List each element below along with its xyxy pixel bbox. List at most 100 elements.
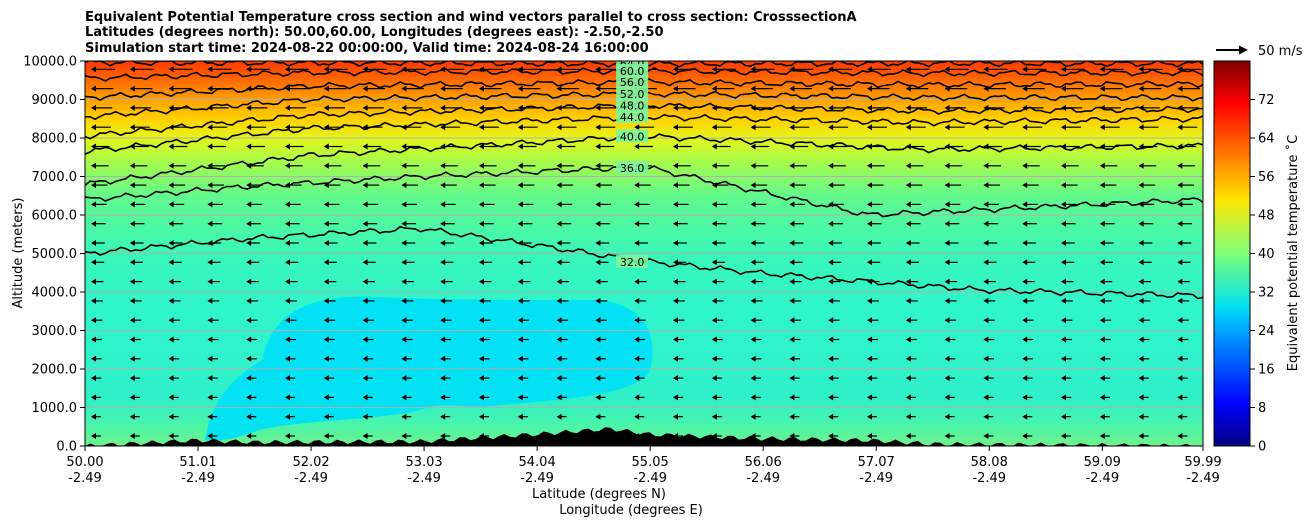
wind-vector-head	[750, 336, 756, 343]
wind-vector-head	[1022, 182, 1028, 189]
wind-vector-head	[1099, 66, 1105, 73]
wind-vector-head	[1022, 433, 1028, 439]
colorbar: 0 8 16 24 32 40 48 56 64 72 Equivalent potential …	[1213, 60, 1301, 455]
wind-vector-head	[673, 375, 678, 382]
y-tick-label: 0.0	[56, 440, 77, 455]
wind-vector-head	[479, 201, 484, 208]
wind-vector-head	[479, 413, 484, 420]
wind-vector-head	[673, 162, 678, 169]
wind-vector-head	[983, 162, 989, 169]
wind-vector-head	[401, 220, 407, 227]
wind-vector-head	[983, 259, 989, 266]
wind-vector-head	[285, 278, 290, 285]
contour-label: 48.0	[620, 99, 645, 112]
x-tick-label-longitude: -2.49	[1085, 471, 1119, 486]
wind-vector-head	[1138, 317, 1144, 324]
wind-vector-head	[789, 240, 795, 246]
wind-vector-head	[246, 259, 252, 266]
wind-vector-head	[401, 259, 407, 266]
wind-vector-head	[983, 433, 989, 439]
wind-vector-head	[323, 162, 329, 169]
wind-vector-head	[1138, 220, 1144, 227]
wind-vector-head	[828, 201, 834, 208]
wind-vector-head	[129, 297, 135, 304]
wind-vector-head	[91, 66, 96, 73]
wind-vector-head	[673, 182, 678, 189]
wind-vector-head	[789, 394, 795, 401]
wind-vector-head	[595, 201, 601, 208]
wind-vector-head	[479, 182, 484, 189]
x-tick-label-longitude: -2.49	[746, 471, 780, 486]
wind-vector-head	[129, 220, 135, 227]
contour-lines: 64.060.056.052.048.044.040.036.032.0	[85, 61, 1203, 300]
wind-vector-head	[207, 220, 213, 227]
wind-vector-head	[207, 317, 213, 324]
wind-vector-head	[246, 375, 252, 382]
wind-vector-head	[905, 394, 911, 401]
wind-vector-head	[168, 220, 174, 227]
wind-vector-head	[362, 394, 368, 401]
wind-vector-head	[168, 413, 174, 420]
x-tick-label-longitude: -2.49	[294, 471, 328, 486]
wind-vector-head	[168, 143, 174, 150]
wind-vector-head	[440, 259, 446, 266]
wind-vector-head	[750, 124, 756, 131]
wind-vector-head	[828, 317, 834, 324]
wind-vector-head	[401, 433, 407, 439]
wind-vector-head	[246, 297, 252, 304]
wind-vector-head	[634, 413, 640, 420]
wind-vector-head	[168, 336, 174, 343]
wind-vector-head	[1022, 355, 1028, 362]
wind-vector-head	[867, 201, 872, 208]
y-tick-label: 7000.0	[32, 170, 78, 185]
wind-vector-head	[905, 85, 911, 92]
wind-vector-head	[905, 336, 911, 343]
wind-vector-head	[595, 162, 601, 169]
wind-vector-head	[1177, 162, 1183, 169]
wind-vector-head	[517, 162, 523, 169]
wind-vector-head	[168, 297, 174, 304]
wind-vector-head	[1061, 375, 1066, 382]
wind-vector-head	[1022, 297, 1028, 304]
wind-vector-head	[207, 336, 213, 343]
wind-vector-head	[362, 143, 368, 150]
wind-vector-head	[983, 240, 989, 246]
wind-vector-head	[91, 124, 96, 131]
wind-vector-head	[1138, 355, 1144, 362]
wind-vector-head	[828, 413, 834, 420]
wind-vector-head	[362, 182, 368, 189]
wind-vector-head	[944, 201, 950, 208]
colorbar-ticks: 0 8 16 24 32 40 48 56 64 72	[1250, 93, 1275, 455]
wind-vector-head	[362, 297, 368, 304]
wind-vector-head	[595, 104, 601, 111]
wind-vector-head	[1061, 259, 1066, 266]
wind-vector-head	[479, 317, 484, 324]
wind-vector-head	[828, 124, 834, 131]
wind-vector-head	[440, 375, 446, 382]
wind-vector-head	[983, 375, 989, 382]
wind-vector-head	[1022, 124, 1028, 131]
wind-vector-head	[323, 66, 329, 73]
wind-vector-head	[828, 278, 834, 285]
wind-vector-head	[1022, 394, 1028, 401]
wind-vector-head	[517, 259, 523, 266]
colorbar-label: Equivalent potential temperature ˚C	[1285, 135, 1301, 371]
wind-vector-head	[401, 162, 407, 169]
contour-label-bg	[616, 64, 649, 78]
wind-vector-head	[905, 182, 911, 189]
wind-vector-head	[517, 124, 523, 131]
wind-vector-head	[634, 375, 640, 382]
wind-vector-head	[789, 124, 795, 131]
wind-vector-head	[129, 413, 135, 420]
wind-vector-head	[1138, 375, 1144, 382]
wind-vector-head	[479, 124, 484, 131]
wind-vector-head	[634, 297, 640, 304]
x-axis: 50.00-2.4951.01-2.4952.02-2.4953.03-2.49…	[66, 446, 1222, 486]
wind-vector-head	[168, 375, 174, 382]
wind-vector-head	[556, 297, 562, 304]
wind-vector-head	[129, 124, 135, 131]
wind-vector-head	[362, 240, 368, 246]
wind-vector-head	[673, 104, 678, 111]
wind-vector-head	[1022, 104, 1028, 111]
colorbar-tick-label: 24	[1258, 324, 1275, 339]
